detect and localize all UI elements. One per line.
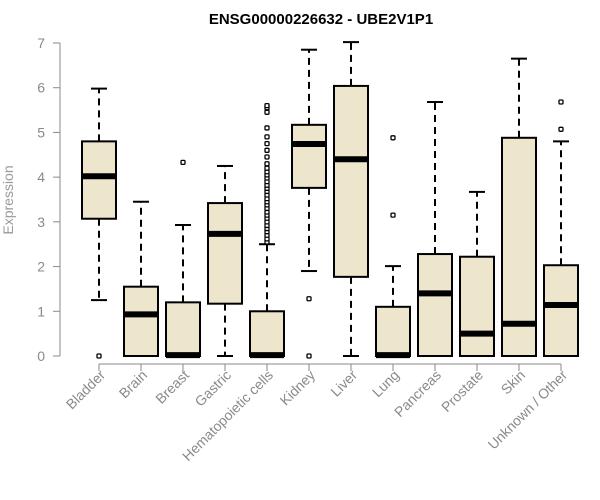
outlier-point [264, 134, 270, 140]
box-liver [333, 41, 369, 357]
outlier-point [390, 135, 396, 141]
box-prostate [459, 190, 495, 357]
x-tick-label: Liver [327, 367, 360, 400]
box-gastric [207, 164, 243, 357]
outlier-point [306, 353, 312, 359]
outlier-point [96, 353, 102, 359]
box-brain [123, 200, 159, 358]
x-tick-label: Pancreas [391, 367, 444, 420]
box-iqr [249, 310, 285, 357]
box-hematopoietic-cells [249, 102, 285, 359]
box-iqr [501, 136, 537, 357]
outlier-point [264, 140, 270, 147]
box-iqr [375, 305, 411, 358]
box-iqr [165, 301, 201, 358]
y-tick-label: 7 [37, 35, 45, 51]
y-axis-label: Expression [0, 165, 16, 234]
y-tick-label: 5 [37, 124, 45, 140]
outlier-point [264, 147, 270, 153]
box-iqr [123, 285, 159, 358]
x-tick-label: Skin [498, 367, 529, 398]
box-bladder [81, 87, 117, 359]
x-tick-label: Unknown / Other [485, 367, 571, 453]
box-pancreas [417, 101, 453, 357]
y-tick-label: 1 [37, 303, 45, 319]
outlier-point [264, 154, 270, 160]
box-iqr [291, 123, 327, 189]
box-iqr [543, 264, 579, 358]
x-tick-label: Lung [369, 367, 402, 400]
outlier-point [558, 99, 564, 105]
outlier-point [264, 161, 270, 167]
box-iqr [333, 84, 369, 278]
y-tick-label: 0 [37, 348, 45, 364]
box-breast [165, 159, 201, 359]
y-tick-label: 2 [37, 259, 45, 275]
box-skin [501, 57, 537, 357]
box-iqr [417, 253, 453, 357]
outlier-point [306, 296, 312, 302]
box-iqr [207, 202, 243, 305]
outlier-point [264, 102, 270, 109]
chart-title: ENSG00000226632 - UBE2V1P1 [209, 11, 433, 28]
outlier-point [264, 109, 270, 115]
outlier-point [390, 212, 396, 218]
box-lung [375, 135, 411, 359]
outlier-point [558, 126, 564, 132]
x-tick-label: Prostate [438, 367, 486, 415]
outlier-point [264, 125, 270, 131]
y-tick-label: 4 [37, 169, 45, 185]
y-tick-label: 3 [37, 214, 45, 230]
box-iqr [81, 140, 117, 220]
x-tick-label: Breast [152, 367, 192, 407]
outlier-point [180, 159, 186, 166]
outlier-point [264, 165, 270, 171]
y-tick-label: 6 [37, 80, 45, 96]
y-axis: 0 1 2 3 4 5 6 7 [37, 35, 61, 364]
plot-area [81, 41, 579, 359]
box-kidney [291, 48, 327, 359]
x-tick-label: Kidney [277, 367, 319, 409]
box-unknown-other [543, 99, 579, 358]
x-tick-label: Brain [116, 367, 150, 401]
box-iqr [459, 255, 495, 357]
x-tick-label: Bladder [63, 367, 109, 413]
